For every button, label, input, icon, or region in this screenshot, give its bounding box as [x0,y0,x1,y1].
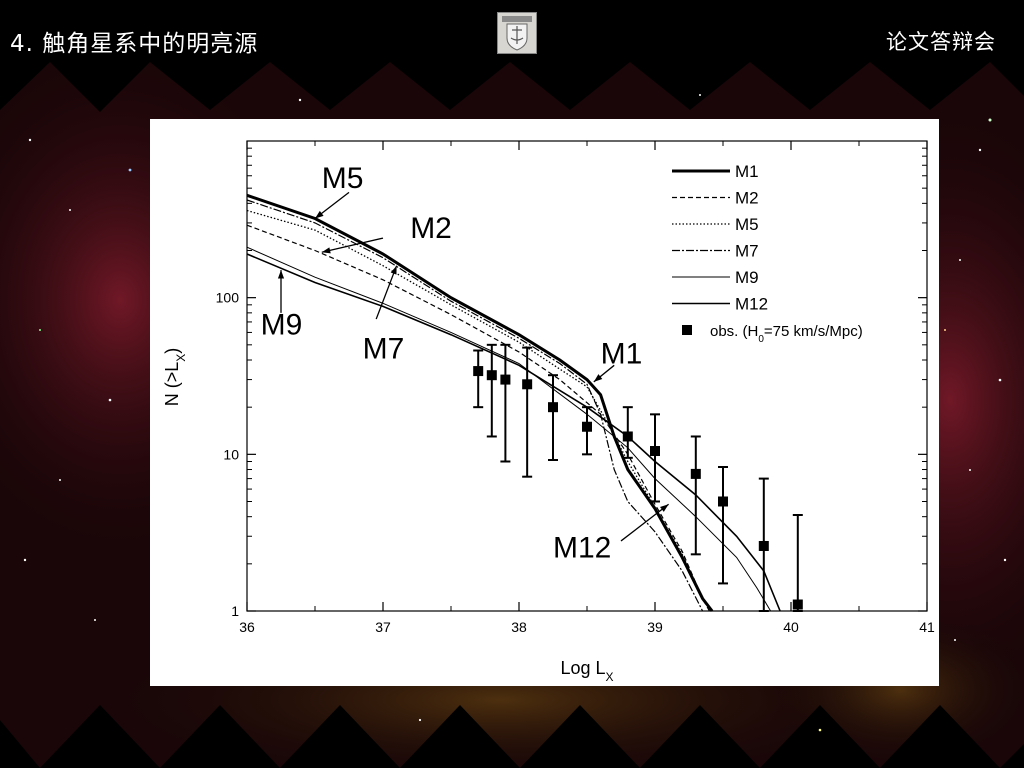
annotation-label-m9: M9 [261,309,303,342]
legend-marker-observations [682,325,692,335]
slide-title: 4. 触角星系中的明亮源 [10,31,259,57]
series-line-m12 [246,253,781,612]
annotation-label-m12: M12 [553,531,611,564]
university-crest-icon [497,12,537,54]
chart-panel: 36 37 38 39 40 41 1 10 100 M5 M2 M9 M7 M1 M12 M1 M2 M5… [150,119,939,686]
legend-label-m7: M7 [735,242,759,261]
x-tick-label: 39 [647,619,663,635]
observation-point [522,379,533,390]
annotation-label-m2: M2 [410,212,452,245]
observation-point [792,599,803,610]
annotation-arrowhead [593,374,603,382]
observation-point [650,446,660,457]
series-line-m9 [246,246,772,612]
annotation-arrowhead [660,504,669,512]
legend-label-m2: M2 [735,189,759,208]
annotation-arrow [620,503,669,542]
annotation-arrowhead [277,270,285,279]
x-tick-label: 36 [239,619,255,635]
observation-point [690,468,701,479]
legend-label-m9: M9 [735,268,759,287]
y-axis-label: N (>LX) [162,348,188,407]
annotation-arrowhead [315,210,324,219]
series-line-m2 [246,224,710,612]
annotation-arrow [375,265,398,320]
x-tick-label: 40 [783,619,799,635]
observation-point [486,370,497,381]
annotation-label-m7: M7 [363,332,405,365]
annotation-label-m1: M1 [601,338,643,371]
observation-point [500,374,511,385]
y-tick-label: 1 [231,603,239,619]
annotation-arrowhead [321,247,331,254]
y-tick-label: 10 [223,446,239,462]
legend-label-m12: M12 [735,295,768,314]
observation-point [758,540,769,551]
legend-label-m1: M1 [735,162,759,181]
legend-label-observations: obs. (H0=75 km/s/Mpc) [710,323,863,345]
x-axis-label: Log LX [560,658,613,684]
legend-label-m5: M5 [735,215,759,234]
annotation-label-m5: M5 [322,162,364,195]
luminosity-function-chart: 36 37 38 39 40 41 1 10 100 M5 M2 M9 M7 M1 M12 M1 M2 M5… [162,140,935,684]
defense-meeting-label: 论文答辩会 [886,30,996,54]
x-tick-label: 41 [919,619,935,635]
observation-point [582,421,592,432]
annotation-arrowhead [390,265,397,275]
observation-point [548,402,558,413]
y-tick-label: 100 [216,290,240,306]
series-line-m1 [246,193,714,612]
observation-point [473,366,484,377]
x-tick-label: 37 [375,619,391,635]
observation-point [622,431,633,442]
annotation-arrow [321,237,384,253]
series-line-m5 [246,209,713,612]
observation-point [718,496,728,507]
x-tick-label: 38 [511,619,527,635]
series-line-m7 [246,199,704,612]
